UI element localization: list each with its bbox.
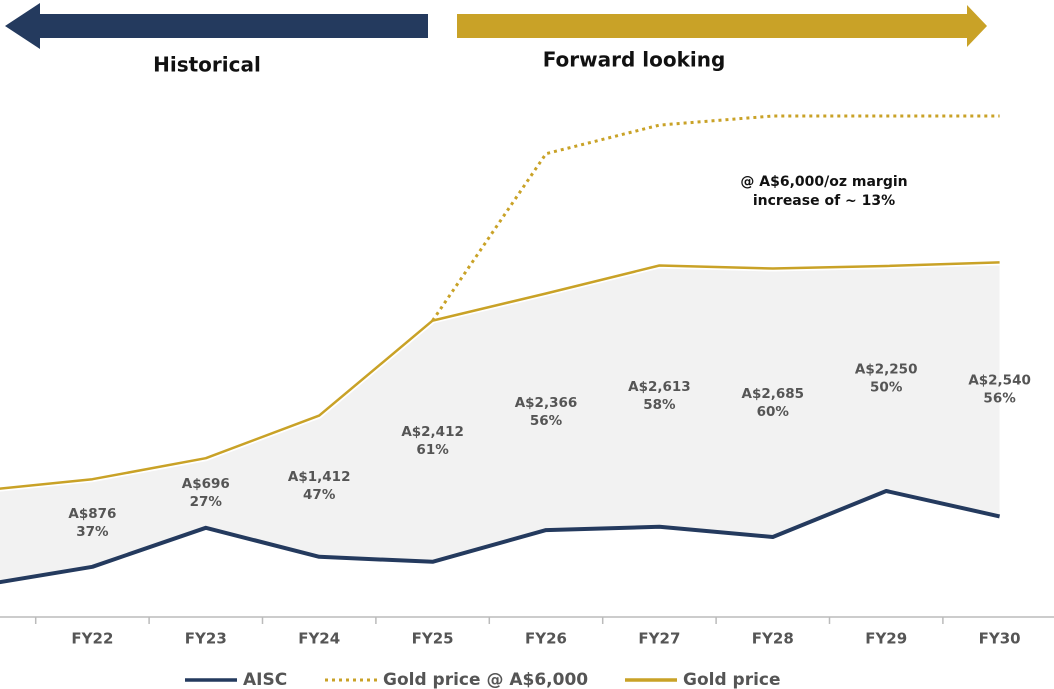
x-tick-label: FY24 [298,630,340,648]
margin-label: A$2,540 [968,372,1031,388]
margin-pct-label: 50% [870,380,903,396]
x-tick-label: FY25 [412,630,454,648]
margin-label: A$2,366 [515,395,578,411]
margin-label: A$2,412 [401,424,464,440]
x-tick-label: FY30 [979,630,1021,648]
legend-label: Gold price @ A$6,000 [383,670,588,689]
margin-pct-label: 47% [303,487,336,503]
header-right: Forward looking [543,48,726,72]
margin-pct-label: 60% [757,404,790,420]
margin-label: A$2,613 [628,379,691,395]
margin-label: A$696 [182,476,230,492]
margin-label: A$2,250 [855,362,918,378]
legend-label: AISC [243,670,287,689]
x-tick-label: FY27 [638,630,680,648]
historical-arrow [5,3,428,49]
margin-area [0,262,1000,583]
margin-pct-label: 58% [643,397,676,413]
forward-arrow [457,5,987,47]
margin-label: A$876 [68,506,116,522]
line [431,114,1000,322]
legend-label: Gold price [683,670,781,689]
x-tick-label: FY23 [185,630,227,648]
line [0,261,1000,490]
x-tick-label: FY22 [71,630,113,648]
margin-pct-label: 56% [530,413,563,429]
header-left: Historical [153,53,261,77]
annotation: @ A$6,000/oz margin [740,174,907,190]
margin-pct-label: 37% [76,524,109,540]
margin-pct-label: 61% [416,442,449,458]
margin-pct-label: 56% [983,390,1016,406]
x-tick-label: FY28 [752,630,794,648]
margin-label: A$2,685 [742,386,805,402]
line [0,489,1001,585]
margin-pct-label: 27% [190,494,223,510]
margin-label: A$1,412 [288,469,351,485]
x-tick-label: FY26 [525,630,567,648]
annotation: increase of ~ 13% [753,193,895,209]
x-tick-label: FY29 [865,630,907,648]
